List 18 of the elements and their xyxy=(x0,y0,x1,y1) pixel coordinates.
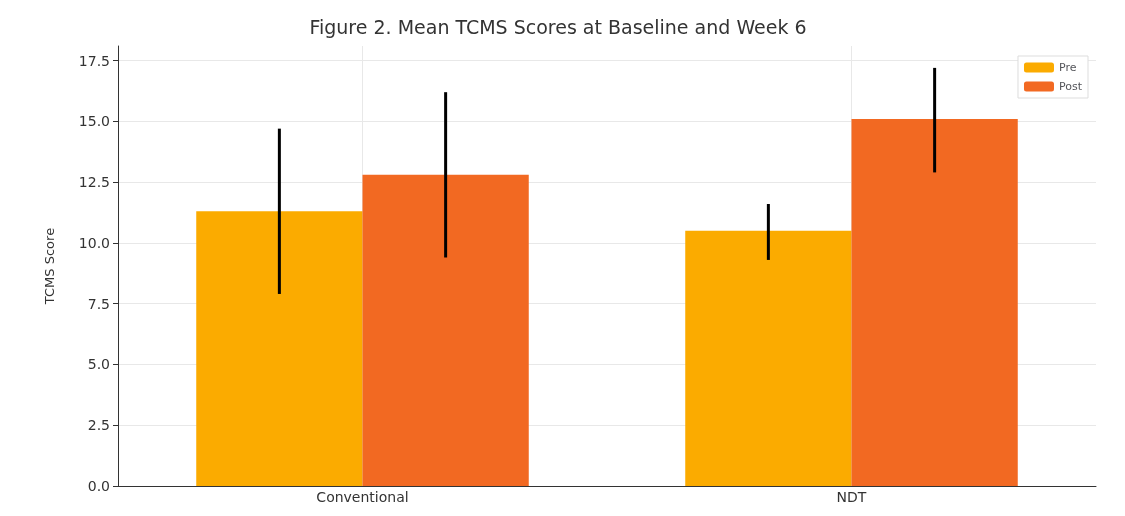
legend-label: Pre xyxy=(1058,61,1077,74)
y-tick-label: 0.0 xyxy=(87,478,110,494)
x-tick-label: NDT xyxy=(836,489,867,505)
y-tick-label: 7.5 xyxy=(87,295,110,312)
y-tick-label: 17.5 xyxy=(78,52,110,69)
bar xyxy=(685,230,852,486)
chart-title: Figure 2. Mean TCMS Scores at Baseline and Week 6 xyxy=(309,15,807,38)
y-axis-title: TCMS Score xyxy=(42,227,57,306)
legend-label: Post xyxy=(1058,80,1083,93)
y-tick-label: 15.0 xyxy=(78,113,110,130)
y-tick-label: 10.0 xyxy=(78,234,110,251)
x-tick-label: Conventional xyxy=(316,489,409,505)
bar xyxy=(851,118,1018,486)
y-tick-label: 5.0 xyxy=(87,356,110,373)
bar xyxy=(362,174,529,486)
y-tick-label: 2.5 xyxy=(87,417,110,434)
bar xyxy=(196,211,363,486)
y-tick-label: 12.5 xyxy=(78,174,110,191)
